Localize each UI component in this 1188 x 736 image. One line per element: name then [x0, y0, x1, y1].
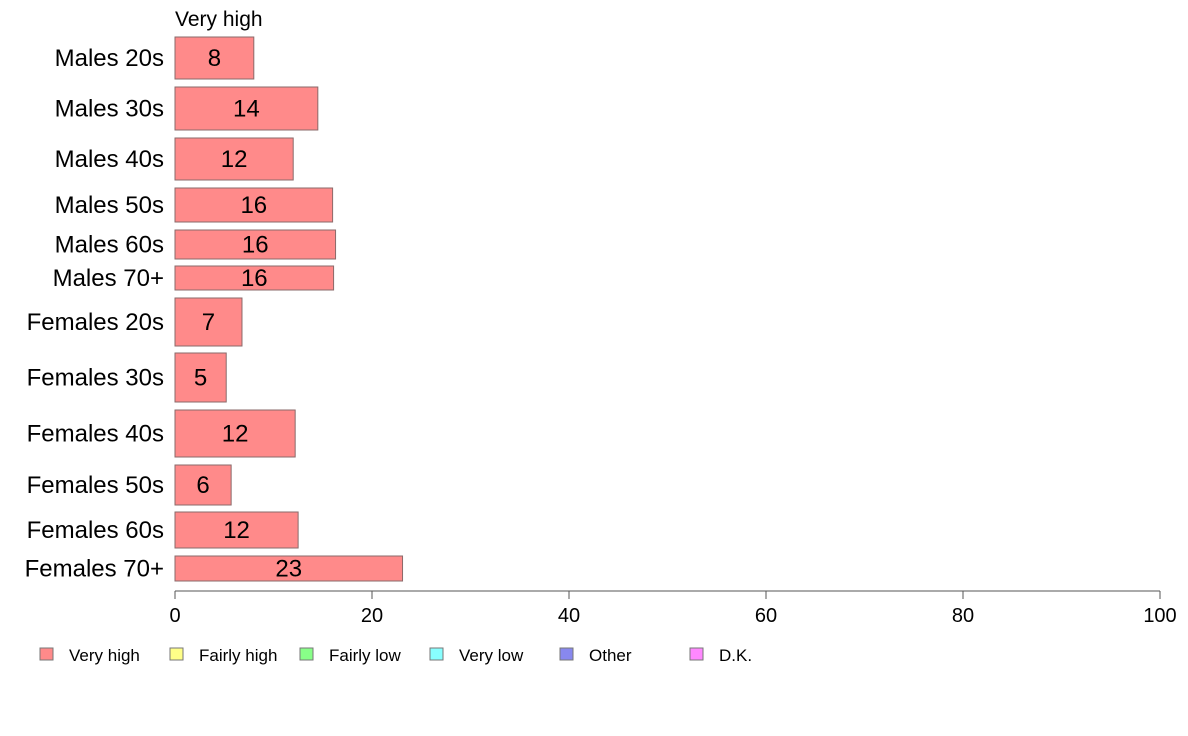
x-tick-label: 100 [1143, 605, 1176, 627]
x-tick-label: 0 [169, 605, 180, 627]
value-label: 14 [233, 96, 260, 123]
legend-swatch [429, 647, 444, 661]
bar-females-30s [174, 352, 227, 403]
legend: Very high Fairly high Fairly low Very low Ot… [39, 646, 752, 665]
value-label: 7 [202, 309, 215, 336]
category-label: Males 20s [55, 45, 164, 72]
bar-males-70- [174, 265, 335, 291]
value-label: 6 [196, 472, 209, 499]
bar-males-60s [174, 229, 337, 260]
x-tick-label: 20 [361, 605, 383, 627]
bar-females-70- [174, 555, 404, 582]
category-label: Females 30s [27, 365, 164, 392]
bar-males-40s [174, 137, 294, 181]
legend-swatch [169, 647, 184, 661]
value-label: 16 [242, 232, 269, 259]
category-label: Females 20s [27, 309, 164, 336]
legend-label: Fairly high [199, 646, 277, 665]
category-label: Males 50s [55, 192, 164, 219]
value-label: 23 [275, 556, 302, 583]
legend-label: Very high [69, 646, 140, 665]
bar-females-60s [174, 511, 299, 549]
x-tick-label: 80 [952, 605, 974, 627]
x-tick-label: 60 [755, 605, 777, 627]
bars-group [174, 36, 404, 582]
bar-females-40s [174, 409, 296, 458]
category-label: Females 60s [27, 517, 164, 544]
x-tick-label: 40 [558, 605, 580, 627]
value-labels: 8 14 12 16 16 16 7 5 12 6 12 23 [194, 45, 302, 583]
value-label: 16 [241, 265, 268, 292]
value-label: 16 [240, 192, 267, 219]
value-label: 12 [221, 146, 248, 173]
category-label: Males 40s [55, 146, 164, 173]
category-labels: Males 20s Males 30s Males 40s Males 50s Male… [25, 45, 164, 583]
legend-label: Other [589, 646, 632, 665]
bar-males-50s [174, 187, 334, 223]
bar-males-30s [174, 86, 319, 131]
category-label: Females 50s [27, 472, 164, 499]
value-label: 8 [208, 45, 221, 72]
category-label: Males 70+ [53, 265, 164, 292]
legend-swatch [559, 647, 574, 661]
legend-swatch [689, 647, 704, 661]
category-label: Males 60s [55, 232, 164, 259]
value-label: 12 [222, 421, 249, 448]
x-axis: 0 20 40 60 80 100 [169, 590, 1177, 627]
value-label: 12 [223, 517, 250, 544]
legend-label: D.K. [719, 646, 752, 665]
legend-swatch [39, 647, 54, 661]
legend-label: Fairly low [329, 646, 402, 665]
legend-label: Very low [459, 646, 524, 665]
category-label: Females 70+ [25, 556, 164, 583]
category-label: Males 30s [55, 96, 164, 123]
legend-swatch [299, 647, 314, 661]
bar-females-20s [174, 297, 243, 347]
series-title: Very high [175, 8, 263, 31]
bar-females-50s [174, 464, 232, 506]
category-label: Females 40s [27, 421, 164, 448]
value-label: 5 [194, 365, 207, 392]
bar-males-20s [174, 36, 255, 80]
